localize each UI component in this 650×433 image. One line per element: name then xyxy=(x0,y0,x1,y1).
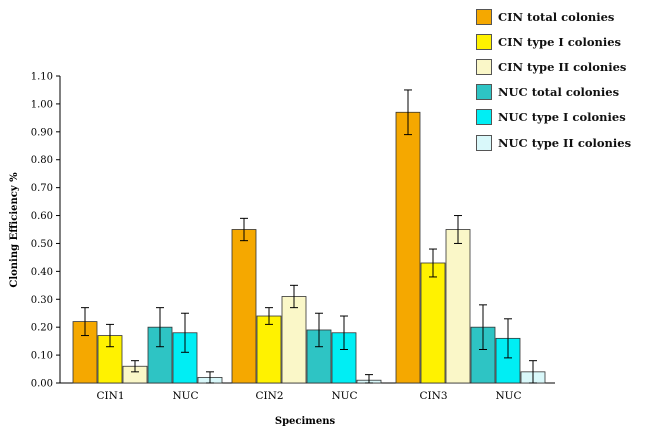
bar-cin-total-colonies xyxy=(231,229,257,384)
legend-swatch xyxy=(476,33,492,50)
y-tick-label: 0.30 xyxy=(31,295,53,306)
legend-label: CIN total colonies xyxy=(498,9,615,24)
bar-cin-type-i-colonies xyxy=(420,262,446,384)
legend-swatch xyxy=(476,58,492,75)
legend-swatch xyxy=(476,8,492,25)
bar-cin-total-colonies xyxy=(72,321,98,384)
y-tick-label: 0.50 xyxy=(31,239,53,250)
legend-label: NUC type I colonies xyxy=(498,110,626,125)
x-tick-label: CIN1 xyxy=(96,390,124,402)
x-tick-label: CIN3 xyxy=(419,390,447,402)
y-tick-label: 0.70 xyxy=(31,183,53,194)
chart-legend: CIN total colonies CIN type I colonies CIN… xyxy=(476,4,631,155)
bar-cin-total-colonies xyxy=(395,111,421,384)
y-tick-label: 0.90 xyxy=(31,127,53,138)
legend-label: NUC total colonies xyxy=(498,85,620,100)
legend-item: CIN type II colonies xyxy=(476,54,631,79)
legend-label: CIN type II colonies xyxy=(498,59,627,74)
legend-item: NUC total colonies xyxy=(476,80,631,105)
y-tick-label: 0.10 xyxy=(31,351,53,362)
legend-label: NUC type II colonies xyxy=(498,135,632,150)
x-tick-label: NUC xyxy=(495,390,521,402)
x-axis-title: Specimens xyxy=(275,416,336,427)
y-tick-label: 1.10 xyxy=(31,72,53,83)
bar-cin-type-ii-colonies xyxy=(281,296,307,384)
y-tick-label: 0.00 xyxy=(31,379,53,390)
x-tick-label: CIN2 xyxy=(255,390,283,402)
legend-item: CIN type I colonies xyxy=(476,29,631,54)
x-tick-label: NUC xyxy=(331,390,357,402)
x-tick-label: NUC xyxy=(172,390,198,402)
bar-cin-type-i-colonies xyxy=(256,315,282,384)
y-tick-label: 0.40 xyxy=(31,267,53,278)
y-tick-label: 0.20 xyxy=(31,323,53,334)
legend-swatch xyxy=(476,109,492,126)
y-tick-label: 0.80 xyxy=(31,155,53,166)
legend-label: CIN type I colonies xyxy=(498,34,622,49)
y-axis-title: Cloning Efficiency % xyxy=(9,172,20,288)
bar-cin-type-ii-colonies xyxy=(445,229,471,384)
y-tick-label: 0.60 xyxy=(31,211,53,222)
legend-item: CIN total colonies xyxy=(476,4,631,29)
legend-swatch xyxy=(476,134,492,151)
legend-swatch xyxy=(476,84,492,101)
legend-item: NUC type II colonies xyxy=(476,130,631,155)
y-tick-label: 1.00 xyxy=(31,99,53,110)
legend-item: NUC type I colonies xyxy=(476,105,631,130)
